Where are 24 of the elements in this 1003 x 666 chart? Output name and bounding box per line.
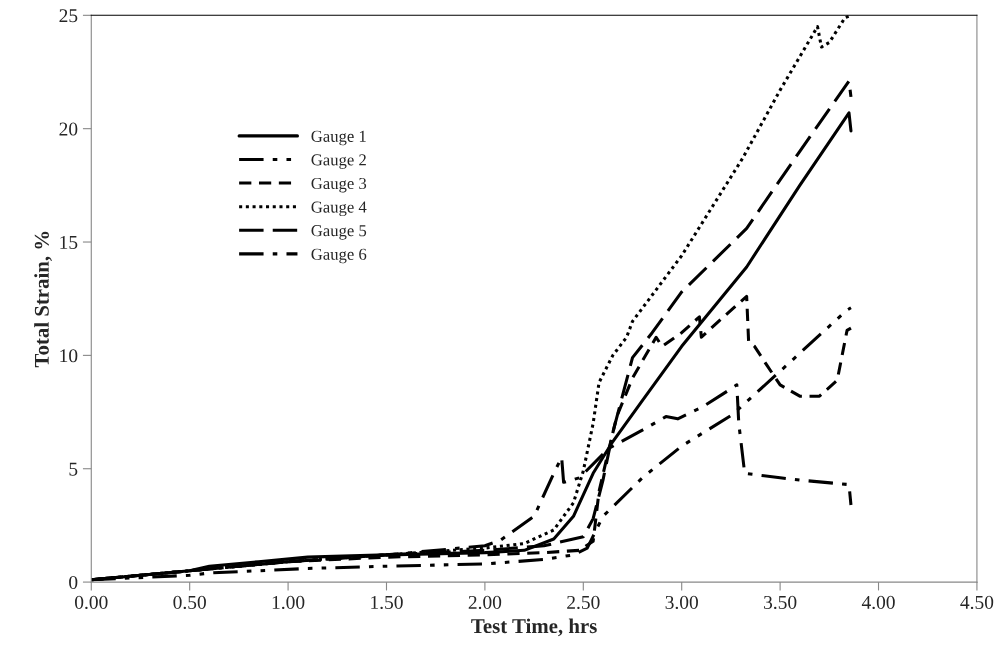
legend-label: Gauge 6 [311,248,367,264]
x-tick-label: 4.50 [960,595,994,610]
x-tick-label: 0.00 [75,595,108,610]
legend-label: Gauge 5 [311,225,367,240]
legend-label: Gauge 4 [311,201,367,217]
x-tick-label: 4.00 [861,595,895,610]
x-tick-label: 1.50 [371,595,403,610]
y-tick-label: 15 [60,235,78,249]
x-tick-label: 3.50 [764,595,797,610]
x-tick-label: 0.50 [173,595,206,610]
x-tick-label: 1.00 [272,595,305,610]
legend-label: Gauge 3 [311,177,367,193]
y-tick-label: 20 [59,122,78,136]
y-axis-title: Total Strain, % [34,231,52,368]
x-tick-label: 2.50 [567,595,600,610]
y-tick-label: 10 [60,349,78,363]
x-tick-label: 2.00 [468,595,502,610]
legend-label: Gauge 1 [311,130,366,146]
y-tick-label: 5 [69,462,78,476]
y-tick-label: 0 [69,575,78,590]
legend-label: Gauge 2 [311,154,366,169]
x-tick-label: 3.00 [665,595,698,610]
x-axis-title: Test Time, hrs [471,618,597,637]
y-tick-label: 25 [59,9,78,23]
